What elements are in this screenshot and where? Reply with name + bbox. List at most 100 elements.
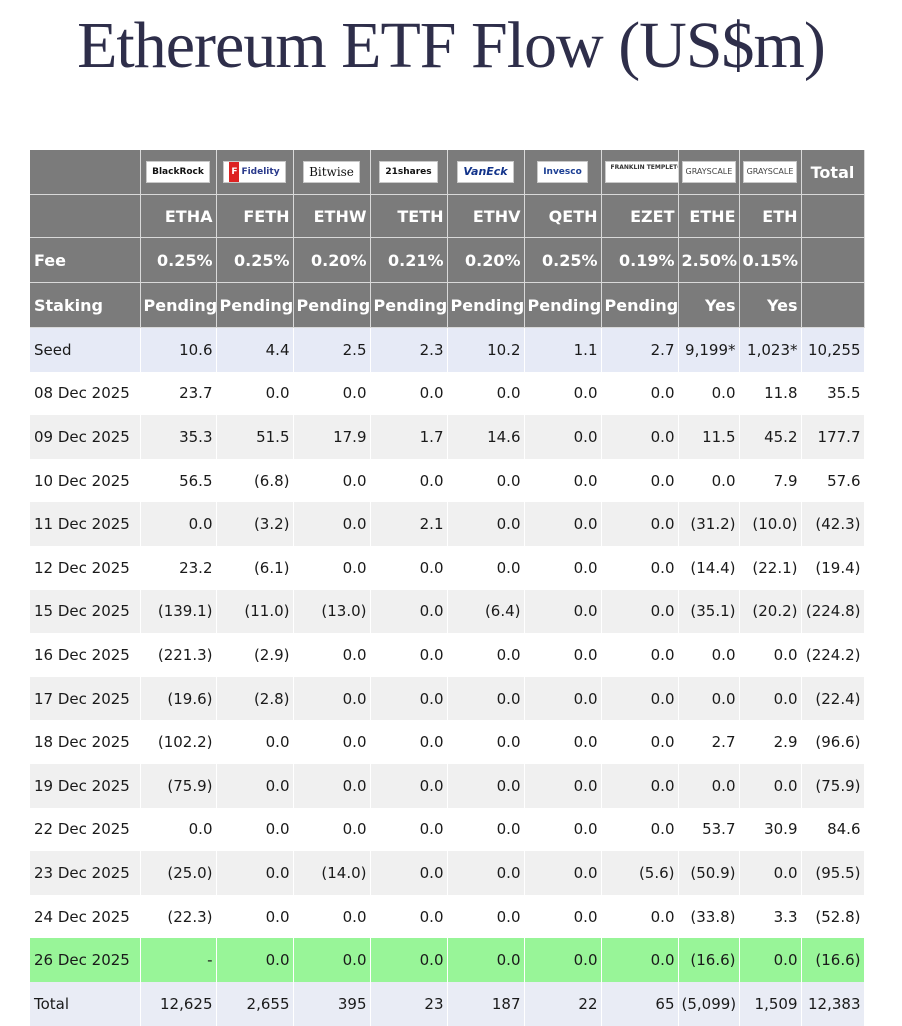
issuer-name: Fidelity: [241, 167, 280, 177]
staking-value: Pending: [601, 282, 679, 328]
flow-value: (33.8): [678, 894, 740, 939]
flow-value: 7.9: [739, 458, 802, 503]
staking-value: Pending: [447, 282, 525, 328]
21shares-logo: 21shares: [379, 161, 438, 183]
flow-value: 0.0: [293, 502, 371, 546]
ticker-header: QETH: [524, 194, 602, 238]
flow-value: 0.0: [447, 545, 525, 590]
flow-value: 0.0: [447, 633, 525, 677]
flow-value: 0.0: [524, 894, 602, 939]
flow-value: -: [140, 938, 217, 982]
flow-value: (2.9): [216, 633, 294, 677]
flow-value: 0.0: [601, 894, 679, 939]
row-date: 19 Dec 2025: [30, 763, 141, 808]
total-value: 12,625: [140, 981, 217, 1026]
flow-value: 0.0: [524, 545, 602, 590]
row-date: 24 Dec 2025: [30, 894, 141, 939]
row-total: (16.6): [801, 938, 865, 982]
flow-value: (75.9): [140, 763, 217, 808]
flow-value: 14.6: [447, 415, 525, 459]
flow-value: 0.0: [601, 676, 679, 721]
flow-value: (35.1): [678, 589, 740, 634]
fee-value: 0.21%: [370, 237, 448, 283]
flow-value: 0.0: [601, 415, 679, 459]
flow-value: (6.1): [216, 545, 294, 590]
row-total: 35.5: [801, 371, 865, 416]
row-total: (95.5): [801, 851, 865, 895]
row-total: (42.3): [801, 502, 865, 546]
row-date: 08 Dec 2025: [30, 371, 141, 416]
row-date: 12 Dec 2025: [30, 545, 141, 590]
flow-value: 0.0: [447, 807, 525, 852]
flow-value: 0.0: [601, 633, 679, 677]
fee-value: 0.20%: [293, 237, 371, 283]
fee-value: 0.25%: [140, 237, 217, 283]
flow-value: 35.3: [140, 415, 217, 459]
ticker-header: TETH: [370, 194, 448, 238]
bitwise-logo: Bitwise: [303, 161, 360, 183]
total-value: 65: [601, 981, 679, 1026]
flow-value: 0.0: [601, 763, 679, 808]
row-total: 57.6: [801, 458, 865, 503]
flow-value: 17.9: [293, 415, 371, 459]
flow-value: 0.0: [601, 371, 679, 416]
blank-header-cell: [801, 237, 865, 283]
flow-value: 0.0: [370, 807, 448, 852]
flow-value: 10.6: [140, 327, 217, 372]
flow-value: (22.1): [739, 545, 802, 590]
flow-value: (221.3): [140, 633, 217, 677]
invesco-logo: Invesco: [537, 161, 588, 183]
flow-value: 0.0: [678, 676, 740, 721]
row-total: (22.4): [801, 676, 865, 721]
fee-value: 0.25%: [216, 237, 294, 283]
flow-value: (102.2): [140, 720, 217, 764]
flow-value: 2.7: [678, 720, 740, 764]
ticker-header: EZET: [601, 194, 679, 238]
blank-header-cell: [30, 194, 141, 238]
issuer-cell: 21shares: [370, 150, 448, 195]
table-row: 11 Dec 2025 0.0 (3.2) 0.0 2.1 0.0 0.0 0.0 (31.2)…: [30, 502, 865, 546]
flow-value: 0.0: [524, 676, 602, 721]
grayscale-logo: GRAYSCALE: [742, 161, 798, 183]
row-date: 10 Dec 2025: [30, 458, 141, 503]
issuer-cell: GRAYSCALE: [739, 150, 802, 195]
total-value: 395: [293, 981, 371, 1026]
flow-value: 2.5: [293, 327, 371, 372]
total-value: 2,655: [216, 981, 294, 1026]
flow-value: 0.0: [447, 371, 525, 416]
flow-value: 56.5: [140, 458, 217, 503]
page-title: Ethereum ETF Flow (US$m): [77, 9, 826, 82]
flow-value: (5.6): [601, 851, 679, 895]
fee-value: 0.19%: [601, 237, 679, 283]
blank-header-cell: [801, 282, 865, 328]
issuer-logo-row: BlackRock F Fidelity Bitwise 21shares VanEck I…: [30, 150, 865, 195]
flow-value: 45.2: [739, 415, 802, 459]
flow-value: 0.0: [447, 894, 525, 939]
flow-value: (14.4): [678, 545, 740, 590]
flow-value: 0.0: [601, 938, 679, 982]
row-date: 16 Dec 2025: [30, 633, 141, 677]
row-total: (19.4): [801, 545, 865, 590]
ticker-header: FETH: [216, 194, 294, 238]
ticker-row: ETHA FETH ETHW TETH ETHV QETH EZET ETHE ETH: [30, 194, 865, 238]
flow-value: 0.0: [370, 676, 448, 721]
table-row: 19 Dec 2025 (75.9) 0.0 0.0 0.0 0.0 0.0 0.0 0.0 0.…: [30, 763, 865, 808]
fidelity-logo: F Fidelity: [223, 161, 286, 183]
flow-value: 0.0: [601, 458, 679, 503]
blank-header-cell: [801, 194, 865, 238]
flow-value: (25.0): [140, 851, 217, 895]
flow-value: 0.0: [293, 458, 371, 503]
flow-value: 0.0: [447, 763, 525, 808]
total-value: 23: [370, 981, 448, 1026]
flow-value: 0.0: [293, 763, 371, 808]
franklin-templeton-logo: FRANKLIN TEMPLETON: [604, 161, 677, 183]
flow-value: 0.0: [524, 807, 602, 852]
flow-value: 0.0: [678, 633, 740, 677]
ticker-header: ETHW: [293, 194, 371, 238]
staking-label: Staking: [30, 282, 141, 328]
flow-value: 0.0: [447, 938, 525, 982]
flow-value: 0.0: [739, 851, 802, 895]
flow-value: (31.2): [678, 502, 740, 546]
flow-value: 0.0: [447, 502, 525, 546]
fee-value: 0.20%: [447, 237, 525, 283]
